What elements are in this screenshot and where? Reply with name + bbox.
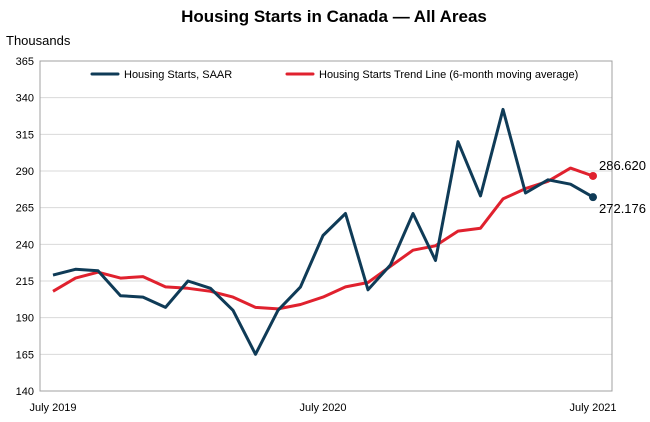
y-tick-label: 265: [16, 203, 34, 215]
plot-frame: [39, 60, 613, 392]
legend: Housing Starts, SAAR Housing Starts Tren…: [90, 69, 578, 81]
end-label-trend-line: 286.620: [599, 158, 646, 173]
legend-entry-housing-starts: Housing Starts, SAAR: [124, 69, 232, 81]
y-tick-labels: 140 165 190 215 240 265 290 315 340 365: [16, 56, 34, 398]
gridlines: [40, 60, 612, 392]
x-tick-label: July 2021: [569, 402, 616, 414]
y-tick-label: 215: [16, 276, 34, 288]
y-tick-label: 165: [16, 349, 34, 361]
x-tick-labels: July 2019 July 2020 July 2021: [29, 402, 616, 414]
series-line-trend-line: [52, 166, 594, 311]
legend-entry-trend-line: Housing Starts Trend Line (6-month movin…: [319, 69, 578, 81]
y-tick-label: 140: [16, 386, 34, 398]
y-tick-label: 315: [16, 129, 34, 141]
x-tick-label: July 2019: [29, 402, 76, 414]
y-axis-label: Thousands: [6, 33, 71, 48]
y-tick-label: 240: [16, 239, 34, 251]
y-tick-label: 290: [16, 166, 34, 178]
end-marker-trend-line: [589, 171, 597, 180]
chart-title: Housing Starts in Canada — All Areas: [181, 7, 487, 26]
end-marker-housing-starts: [589, 193, 597, 202]
series-lines: [52, 107, 597, 356]
y-tick-label: 365: [16, 56, 34, 68]
series-line-housing-starts: [52, 107, 594, 356]
x-tick-label: July 2020: [299, 402, 346, 414]
y-tick-label: 340: [16, 93, 34, 105]
y-tick-label: 190: [16, 313, 34, 325]
end-label-housing-starts: 272.176: [599, 201, 646, 216]
